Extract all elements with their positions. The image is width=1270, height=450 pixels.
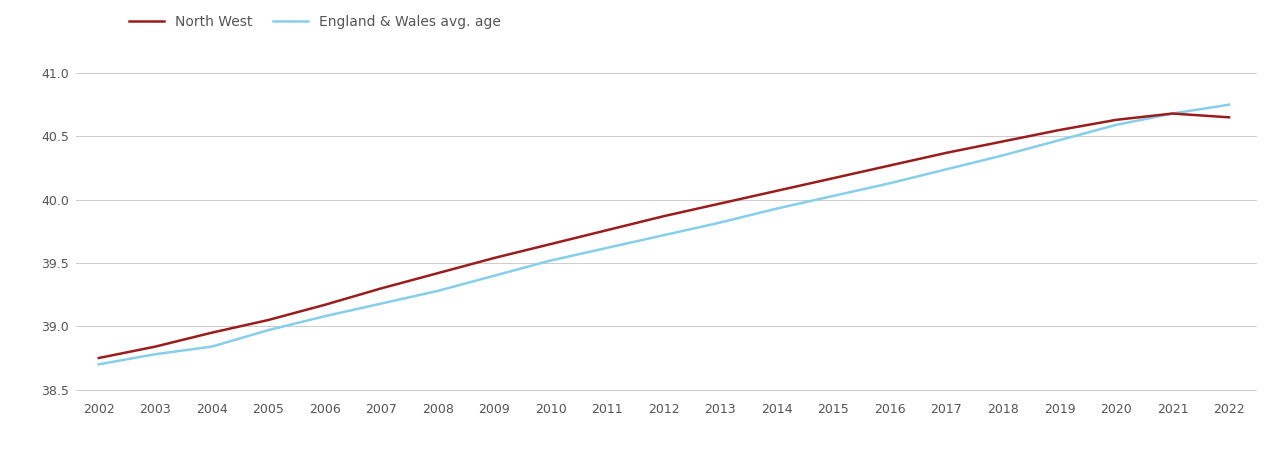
North West <box>544 241 559 247</box>
England & Wales avg. age <box>657 233 672 238</box>
England & Wales avg. age <box>147 351 163 357</box>
North West <box>599 227 615 233</box>
Line: North West: North West <box>99 113 1229 358</box>
England & Wales avg. age <box>939 166 954 172</box>
England & Wales avg. age <box>260 328 276 333</box>
North West <box>147 344 163 349</box>
North West <box>260 317 276 323</box>
North West <box>939 150 954 156</box>
England & Wales avg. age <box>204 344 220 349</box>
England & Wales avg. age <box>826 193 841 198</box>
England & Wales avg. age <box>712 220 728 225</box>
North West <box>770 188 785 194</box>
Line: England & Wales avg. age: England & Wales avg. age <box>99 105 1229 365</box>
England & Wales avg. age <box>1109 122 1124 128</box>
North West <box>486 255 502 261</box>
North West <box>883 163 898 168</box>
North West <box>1052 127 1067 133</box>
North West <box>826 176 841 181</box>
North West <box>318 302 333 307</box>
England & Wales avg. age <box>770 206 785 211</box>
England & Wales avg. age <box>318 314 333 319</box>
England & Wales avg. age <box>91 362 107 367</box>
England & Wales avg. age <box>996 153 1011 158</box>
North West <box>1165 111 1180 116</box>
England & Wales avg. age <box>486 273 502 279</box>
North West <box>657 213 672 219</box>
England & Wales avg. age <box>599 245 615 251</box>
North West <box>712 201 728 206</box>
North West <box>204 330 220 335</box>
North West <box>431 270 446 276</box>
North West <box>373 286 389 291</box>
North West <box>1109 117 1124 122</box>
England & Wales avg. age <box>544 258 559 263</box>
North West <box>1222 115 1237 120</box>
North West <box>91 356 107 361</box>
Legend: North West, England & Wales avg. age: North West, England & Wales avg. age <box>123 9 507 35</box>
England & Wales avg. age <box>431 288 446 293</box>
England & Wales avg. age <box>373 301 389 306</box>
England & Wales avg. age <box>1222 102 1237 108</box>
England & Wales avg. age <box>1165 111 1180 116</box>
England & Wales avg. age <box>883 180 898 186</box>
North West <box>996 139 1011 144</box>
England & Wales avg. age <box>1052 137 1067 143</box>
